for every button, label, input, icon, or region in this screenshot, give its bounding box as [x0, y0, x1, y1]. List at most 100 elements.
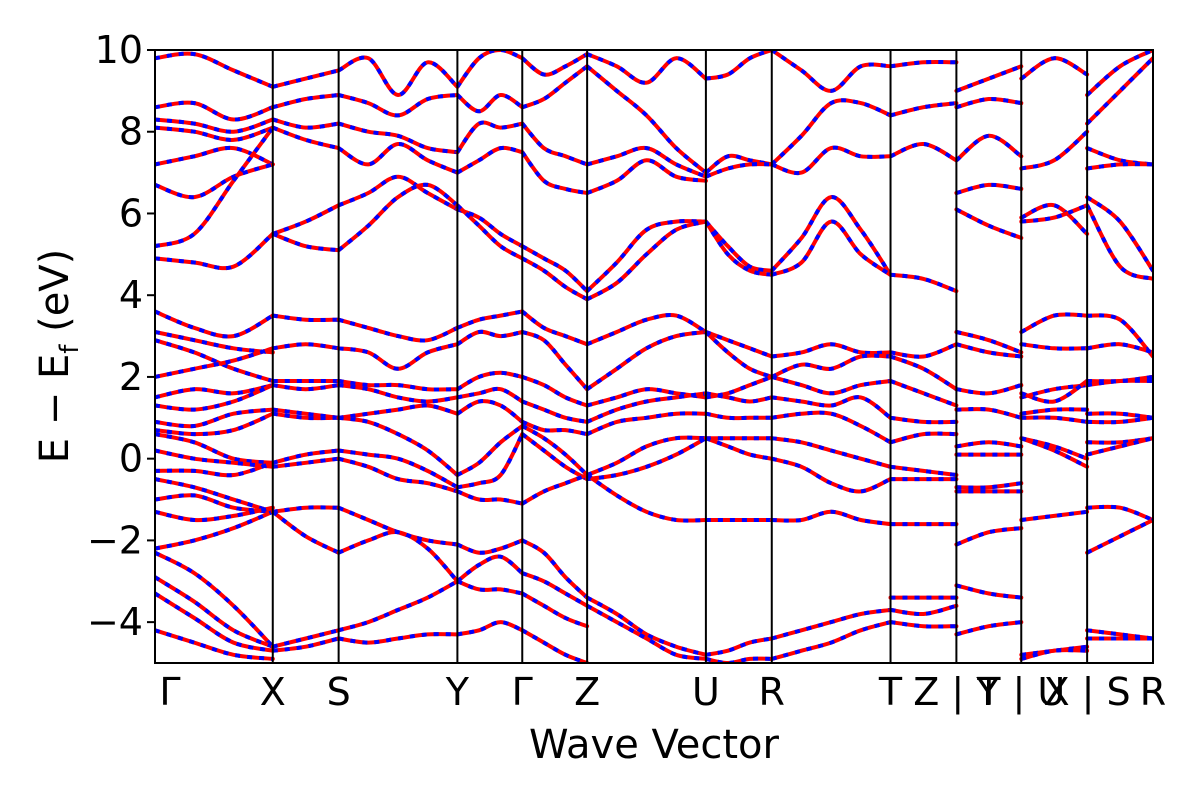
- band-line-series-b: [771, 342, 891, 359]
- band-line-series-b: [338, 342, 458, 371]
- band-line-series-b: [955, 207, 1023, 240]
- band-line-series-b: [521, 424, 589, 477]
- y-tick-label: −2: [87, 518, 143, 562]
- band-line-series-a: [769, 353, 893, 379]
- y-tick-label: −4: [87, 600, 143, 644]
- band-line-series-b: [521, 473, 588, 506]
- band-line-series-a: [954, 96, 1024, 110]
- band-line-series-a: [769, 50, 893, 93]
- band-line-series-a: [1085, 504, 1153, 522]
- band-line-series-a: [585, 473, 708, 523]
- band-line-series-a: [155, 448, 275, 469]
- band-line-series-a: [769, 98, 893, 167]
- band-line-series-b: [272, 628, 340, 649]
- band-line-series-b: [521, 628, 588, 663]
- band-line-series-b: [338, 415, 459, 477]
- band-line-series-a: [1085, 203, 1153, 281]
- band-line-series-b: [771, 620, 892, 661]
- band-line-series-a: [336, 182, 460, 253]
- band-line-series-a: [270, 448, 341, 465]
- band-line-series-a: [270, 342, 341, 351]
- band-line-series-a: [954, 133, 1024, 163]
- band-line-series-b: [337, 55, 459, 97]
- band-line-series-b: [586, 391, 707, 424]
- band-line-series-b: [1020, 436, 1088, 469]
- band-line-series-b: [586, 595, 707, 657]
- band-line-series-b: [1085, 50, 1153, 97]
- y-axis-label-minus: −: [32, 379, 78, 438]
- band-line-series-b: [586, 219, 707, 302]
- band-line-series-b: [586, 387, 707, 408]
- band-line-series-a: [455, 579, 525, 596]
- band-line-series-a: [336, 448, 460, 490]
- band-line-series-b: [155, 477, 274, 514]
- y-tick-label: 6: [119, 191, 143, 235]
- y-tick-label: 10: [95, 28, 143, 72]
- y-axis: −4 −2 0 2 4 6 8 10: [87, 28, 155, 644]
- band-line-series-b: [585, 64, 708, 175]
- band-line-series-b: [704, 330, 773, 379]
- band-line-series-b: [585, 330, 707, 391]
- band-line-series-a: [336, 530, 460, 584]
- band-line-series-a: [155, 231, 275, 271]
- x-axis-label: Wave Vector: [529, 722, 780, 768]
- band-line-series-a: [954, 481, 1024, 490]
- band-line-series-b: [705, 50, 773, 81]
- band-line-series-a: [270, 383, 341, 392]
- band-line-series-b: [338, 448, 459, 490]
- band-line-series-b: [771, 145, 891, 176]
- band-line-series-b: [155, 628, 274, 661]
- band-line-series-b: [338, 403, 458, 420]
- band-line-series-b: [337, 530, 459, 583]
- band-line-series-b: [456, 399, 524, 424]
- band-line-series-a: [954, 182, 1024, 195]
- band-line-series-b: [771, 456, 892, 494]
- band-line-series-a: [155, 460, 275, 478]
- band-line-series-b: [1087, 504, 1153, 522]
- band-line-series-a: [888, 464, 959, 477]
- band-line-series-b: [338, 121, 458, 155]
- band-line-series-b: [520, 150, 588, 195]
- band-line-series-a: [1019, 342, 1090, 351]
- band-line-series-b: [586, 436, 707, 482]
- band-line-series-a: [703, 656, 774, 663]
- band-line-series-b: [771, 410, 892, 445]
- band-line-series-b: [155, 338, 274, 383]
- band-line-series-b: [770, 353, 891, 379]
- band-line-series-a: [1085, 342, 1153, 355]
- band-line-series-a: [1085, 378, 1153, 388]
- band-line-series-a: [520, 121, 590, 167]
- band-line-series-b: [704, 220, 773, 277]
- band-line-series-b: [338, 317, 459, 343]
- band-line-series-b: [155, 100, 274, 122]
- kpoint-label: X: [260, 670, 286, 714]
- band-line-series-a: [155, 51, 275, 89]
- band-line-series-b: [272, 203, 340, 236]
- band-line-series-b: [155, 51, 274, 89]
- band-line-series-a: [455, 386, 525, 404]
- band-line-series-b: [521, 330, 589, 391]
- band-line-series-b: [155, 493, 274, 514]
- band-line-series-b: [1020, 312, 1088, 334]
- band-line-series-a: [155, 383, 275, 400]
- band-line-series-b: [521, 375, 588, 408]
- band-line-series-b: [586, 411, 706, 436]
- band-line-series-a: [336, 415, 460, 477]
- y-tick-label: 2: [119, 355, 143, 399]
- band-line-series-b: [771, 436, 892, 469]
- band-line-series-a: [769, 219, 893, 277]
- band-line-series-b: [1086, 436, 1153, 457]
- kpoint-label: S: [327, 670, 351, 714]
- y-axis-label-ef: E: [32, 354, 78, 379]
- kpoint-label: Γ: [159, 670, 180, 714]
- band-line-series-a: [585, 158, 708, 195]
- band-line-series-a: [703, 436, 774, 461]
- band-line-series-a: [888, 142, 959, 163]
- band-line-series-a: [888, 342, 959, 359]
- kpoint-label: U: [692, 670, 720, 714]
- band-line-series-a: [270, 117, 341, 130]
- band-line-series-b: [1085, 204, 1153, 281]
- y-tick-label: 8: [119, 110, 143, 154]
- band-line-series-b: [889, 379, 958, 408]
- band-line-series-a: [954, 383, 1024, 396]
